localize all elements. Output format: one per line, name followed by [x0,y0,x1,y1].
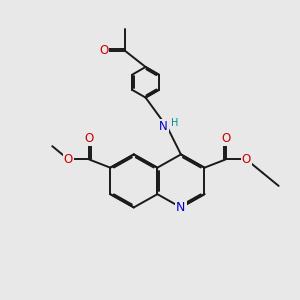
Text: H: H [171,118,179,128]
Text: O: O [242,153,251,166]
Text: O: O [64,153,73,166]
Text: O: O [99,44,108,57]
Text: O: O [221,132,230,145]
Text: O: O [84,132,94,145]
Text: N: N [176,201,186,214]
Text: N: N [159,120,168,133]
